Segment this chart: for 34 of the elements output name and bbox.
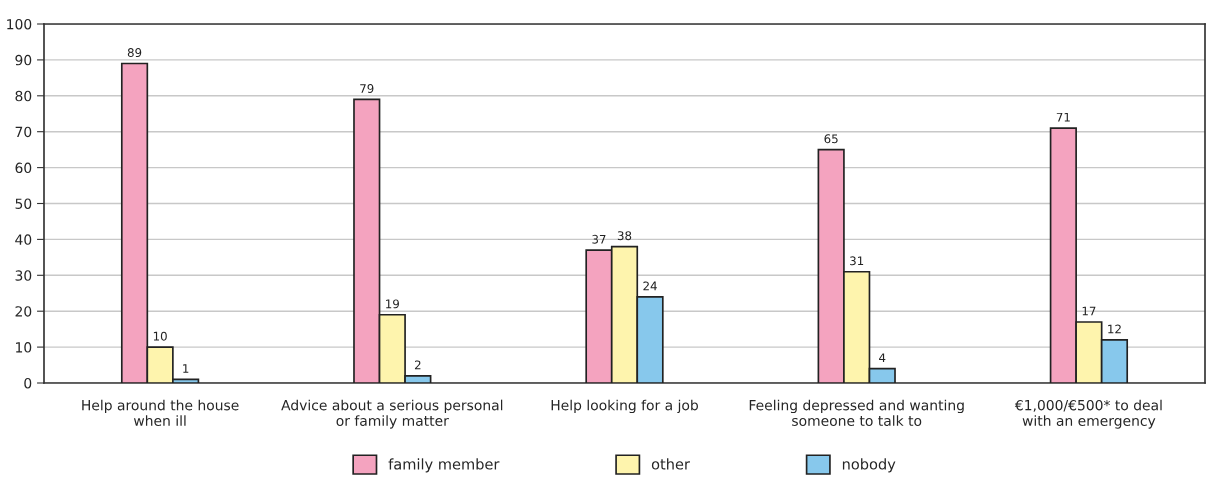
- data-label: 79: [360, 84, 374, 93]
- data-label: 1: [183, 364, 189, 373]
- data-label: 38: [617, 231, 632, 241]
- legend-label: family member: [388, 458, 500, 473]
- x-tick-label: Help looking for a job: [551, 399, 698, 414]
- y-tick-label: 50: [15, 198, 32, 209]
- data-label: 24: [643, 281, 657, 291]
- y-tick-label: 100: [7, 18, 32, 30]
- x-tick-label: €1,000/€500* to deal with an emergency: [1014, 399, 1162, 429]
- y-tick-label: 40: [15, 234, 32, 245]
- data-label: 89: [127, 48, 142, 58]
- data-label: 12: [1108, 324, 1121, 334]
- y-tick-label: 10: [16, 342, 32, 353]
- data-label: 10: [153, 331, 167, 341]
- x-tick-label: Advice about a serious personal or family matter: [281, 399, 503, 429]
- data-label: 2: [414, 360, 421, 370]
- data-label: 4: [879, 353, 886, 363]
- x-tick-label: Help around the house when ill: [82, 399, 239, 426]
- y-tick-label: 0: [24, 377, 32, 389]
- data-label: 31: [850, 256, 864, 266]
- data-label: 65: [824, 134, 838, 144]
- legend-label: other: [651, 458, 690, 470]
- data-label: 37: [592, 234, 606, 244]
- y-tick-label: 20: [15, 306, 32, 317]
- data-label: 17: [1082, 306, 1096, 316]
- y-tick-label: 90: [15, 54, 32, 66]
- legend-label: nobody: [842, 458, 896, 473]
- y-tick-label: 60: [15, 162, 32, 174]
- y-tick-label: 80: [15, 90, 32, 102]
- x-tick-label: Feeling depressed and wanting someone to talk to: [749, 399, 964, 426]
- y-tick-label: 70: [15, 126, 32, 138]
- data-label: 19: [386, 299, 399, 309]
- data-label: 71: [1056, 112, 1070, 122]
- y-tick-label: 30: [15, 270, 32, 281]
